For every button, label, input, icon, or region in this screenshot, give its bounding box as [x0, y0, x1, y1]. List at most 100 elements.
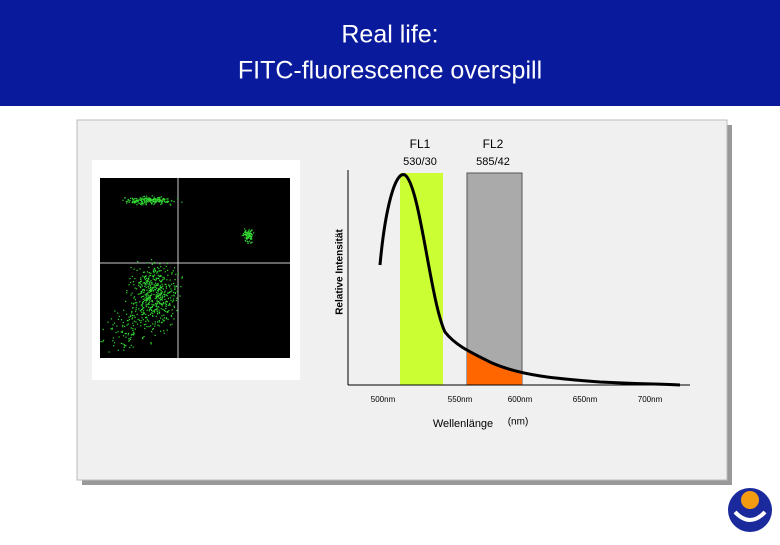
dot	[247, 235, 249, 237]
dot	[143, 195, 146, 197]
dot	[158, 275, 160, 278]
dot	[172, 312, 174, 315]
dot	[170, 315, 173, 317]
dot	[165, 305, 167, 308]
dot	[154, 279, 156, 281]
dot	[180, 286, 182, 288]
dot	[133, 333, 135, 335]
dot	[140, 203, 142, 206]
dot	[145, 304, 147, 306]
dot	[127, 201, 129, 203]
dot	[167, 269, 169, 271]
dot	[144, 317, 147, 319]
dot	[151, 314, 154, 317]
dot	[157, 283, 159, 285]
dot	[149, 307, 151, 309]
dot	[154, 202, 156, 204]
dot	[153, 287, 155, 289]
dot	[165, 265, 167, 267]
dot	[156, 295, 159, 298]
dot	[149, 296, 151, 298]
dot	[160, 286, 162, 288]
dot	[147, 200, 149, 202]
dot	[145, 313, 147, 315]
dot	[151, 300, 153, 302]
dot	[247, 234, 249, 236]
dot	[139, 281, 141, 284]
dot	[152, 275, 154, 277]
dot	[156, 310, 158, 313]
dot	[154, 321, 156, 323]
dot	[153, 274, 156, 276]
dot	[161, 295, 163, 297]
dot	[124, 333, 126, 335]
dot	[157, 289, 159, 292]
dot	[144, 297, 146, 299]
dot	[159, 279, 161, 281]
dot	[147, 291, 149, 293]
dot	[160, 196, 162, 198]
dot	[169, 286, 171, 288]
dot	[151, 293, 153, 295]
dot	[250, 233, 253, 235]
dot	[246, 236, 248, 238]
dot	[160, 266, 162, 268]
dot	[151, 202, 153, 204]
dot	[165, 318, 168, 320]
dot	[146, 317, 148, 319]
dot	[162, 276, 164, 278]
dot	[161, 202, 163, 204]
dot	[108, 351, 110, 353]
dot	[159, 289, 161, 291]
dot	[102, 339, 105, 341]
dot	[152, 315, 154, 317]
dot	[249, 233, 251, 235]
dot	[140, 321, 142, 324]
dot	[160, 321, 163, 323]
dot	[156, 321, 159, 323]
dot	[244, 233, 246, 235]
dot	[141, 304, 143, 306]
dotplot	[100, 178, 290, 358]
dot	[116, 325, 118, 327]
dot	[151, 282, 153, 284]
dot	[117, 349, 119, 351]
dot	[153, 200, 155, 202]
dot	[164, 310, 166, 312]
x-tick: 650nm	[573, 395, 598, 404]
dot	[242, 233, 244, 235]
dot	[156, 271, 158, 273]
channel-name: FL2	[483, 137, 504, 151]
dot	[122, 326, 124, 328]
dot	[133, 201, 136, 203]
dot	[150, 312, 153, 314]
dot	[161, 203, 163, 205]
dot	[130, 344, 132, 346]
dot	[151, 328, 154, 330]
dot	[137, 202, 139, 204]
dot	[169, 279, 171, 281]
channel-band: 530/30	[403, 156, 437, 168]
dot	[159, 270, 161, 272]
dot	[144, 198, 146, 200]
dot	[155, 277, 157, 279]
dot	[151, 306, 153, 308]
dot	[151, 263, 153, 265]
dot	[158, 306, 160, 308]
dot	[158, 297, 160, 299]
dot	[158, 200, 161, 202]
dot	[131, 197, 134, 199]
dot	[161, 297, 163, 299]
dot	[172, 282, 175, 285]
dot	[167, 198, 169, 200]
dot	[146, 271, 149, 273]
dot	[112, 324, 114, 326]
dot	[159, 199, 162, 201]
dot	[159, 317, 162, 319]
dot	[245, 235, 247, 237]
dot	[176, 285, 178, 287]
dot	[159, 294, 161, 296]
dot	[140, 296, 143, 298]
dot	[148, 302, 150, 304]
dot	[147, 278, 150, 280]
